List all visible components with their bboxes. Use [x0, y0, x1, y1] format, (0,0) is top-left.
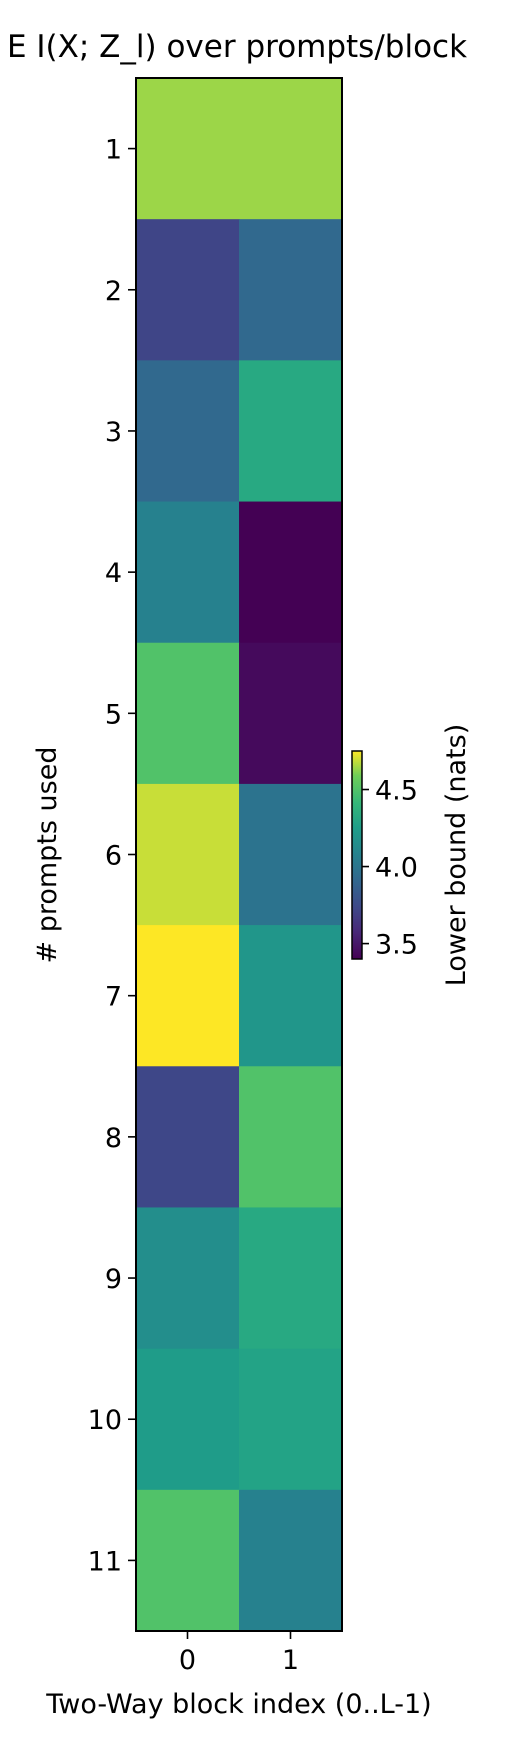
y-tick-label: 9 [105, 1264, 122, 1295]
colorbar [352, 751, 362, 959]
heatmap-cell [136, 502, 240, 644]
y-tick-label: 2 [105, 276, 122, 307]
heatmap-cell [239, 925, 343, 1067]
colorbar-label: Lower bound (nats) [441, 724, 472, 986]
heatmap-cell [136, 360, 240, 502]
x-axis-label: Two-Way block index (0..L-1) [45, 1689, 431, 1720]
x-tick-label: 0 [179, 1645, 196, 1676]
heatmap-cell [136, 1066, 240, 1208]
y-tick-label: 10 [88, 1405, 122, 1436]
colorbar-tick-label: 4.5 [375, 776, 418, 807]
heatmap-cell [136, 1207, 240, 1349]
y-tick-label: 4 [105, 558, 122, 589]
heatmap-cell [239, 643, 343, 785]
x-tick-label: 1 [282, 1645, 299, 1676]
heatmap-cell [239, 1349, 343, 1491]
heatmap-cell [136, 78, 240, 220]
y-tick-label: 6 [105, 841, 122, 872]
heatmap-cell [239, 502, 343, 644]
heatmap-cell [136, 925, 240, 1067]
y-axis-label: # prompts used [32, 747, 63, 964]
heatmap-cell [136, 643, 240, 785]
heatmap-cell [136, 1349, 240, 1491]
heatmap-cell [239, 360, 343, 502]
heatmap-cell [239, 1066, 343, 1208]
y-tick-label: 8 [105, 1123, 122, 1154]
heatmap-cell [239, 1207, 343, 1349]
heatmap-cell [239, 78, 343, 220]
y-tick-label: 3 [105, 417, 122, 448]
heatmap-cells [136, 78, 343, 1632]
heatmap-cell [136, 219, 240, 361]
y-axis-ticks: 1 2 3 4 5 6 7 8 9 10 11 [88, 135, 136, 1578]
heatmap-cell [136, 784, 240, 926]
heatmap-cell [136, 1490, 240, 1632]
y-tick-label: 1 [105, 135, 122, 166]
heatmap-cell [239, 1490, 343, 1632]
heatmap-cell [239, 784, 343, 926]
chart-title: E I(X; Z_l) over prompts/block [7, 29, 467, 65]
heatmap-cell [239, 219, 343, 361]
y-tick-label: 11 [88, 1546, 122, 1577]
colorbar-tick-label: 4.0 [375, 853, 418, 884]
colorbar-tick-label: 3.5 [375, 930, 418, 961]
y-tick-label: 5 [105, 699, 122, 730]
y-tick-label: 7 [105, 982, 122, 1013]
colorbar-ticks: 3.5 4.0 4.5 [362, 776, 418, 961]
